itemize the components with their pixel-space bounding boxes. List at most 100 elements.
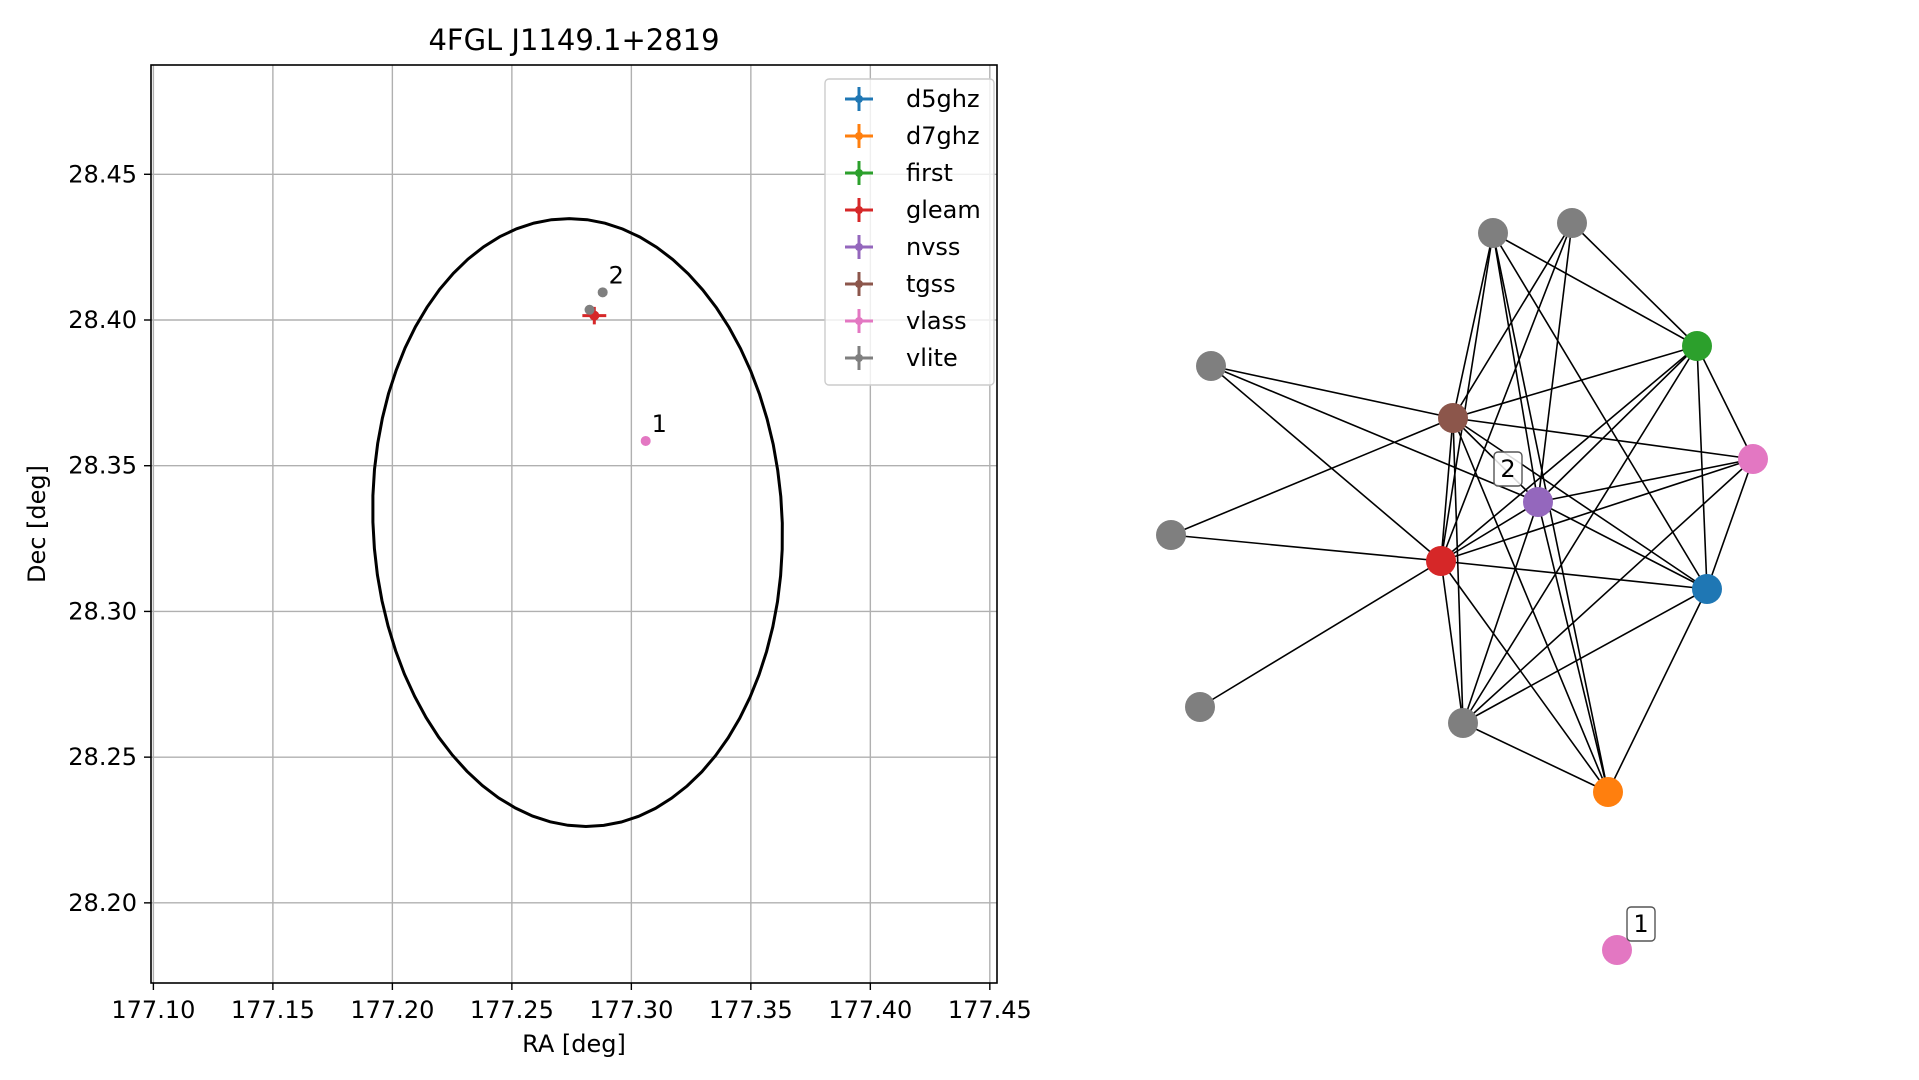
- network-label: 2: [1493, 451, 1523, 487]
- legend-marker-dot: [855, 280, 863, 288]
- y-tick-label: 28.25: [68, 743, 137, 771]
- network-node-vlite_a: [1478, 218, 1508, 248]
- y-tick-label: 28.30: [68, 597, 137, 625]
- network-edge: [1452, 232, 1494, 419]
- network-labels: 21: [1493, 451, 1656, 942]
- network-edge: [1440, 560, 1609, 793]
- point-annotation: 2: [609, 262, 624, 290]
- x-tick-label: 177.25: [470, 996, 554, 1024]
- network-nodes: [1156, 208, 1768, 965]
- network-node-vlite_b: [1557, 208, 1587, 238]
- legend-label: d5ghz: [906, 85, 980, 113]
- network-edge: [1492, 232, 1708, 590]
- network-edge: [1210, 365, 1442, 562]
- network-node-vlass_a: [1738, 444, 1768, 474]
- legend-label: vlass: [906, 307, 967, 335]
- network-node-first: [1682, 331, 1712, 361]
- y-tick-label: 28.20: [68, 889, 137, 917]
- network-node-d5ghz: [1692, 574, 1722, 604]
- network-label-box: [1493, 451, 1523, 487]
- x-axis-label: RA [deg]: [522, 1030, 626, 1058]
- network-edge: [1537, 458, 1754, 503]
- network-edge: [1440, 560, 1464, 724]
- sky-position-plot: 21 177.10 177.15 177.20 177.25 177.30 177.35 1…: [23, 23, 1032, 1058]
- network-edge: [1492, 232, 1698, 347]
- network-label-box: [1626, 906, 1656, 942]
- y-axis-ticks: 28.20 28.25 28.30 28.35 28.40 28.45: [68, 160, 151, 917]
- network-node-nvss: [1523, 487, 1553, 517]
- legend-box: [824, 78, 995, 386]
- legend-marker-dot: [855, 95, 863, 103]
- network-node-vlite_d: [1156, 520, 1186, 550]
- legend-marker-dot: [855, 169, 863, 177]
- legend-item-d7ghz: d7ghz: [845, 122, 980, 150]
- network-node-vlite_e: [1185, 692, 1215, 722]
- network-edge: [1452, 417, 1464, 724]
- legend-marker-dot: [855, 132, 863, 140]
- legend-label: first: [906, 159, 953, 187]
- legend-item-d5ghz: d5ghz: [845, 85, 980, 113]
- network-label: 1: [1626, 906, 1656, 942]
- legend-marker-dot: [855, 243, 863, 251]
- network-node-gleam: [1426, 546, 1456, 576]
- network-label-text: 2: [1500, 455, 1515, 483]
- legend-item-first: first: [845, 159, 953, 187]
- network-edge: [1462, 722, 1609, 793]
- x-tick-label: 177.10: [111, 996, 195, 1024]
- y-axis-label: Dec [deg]: [23, 465, 51, 583]
- network-edge: [1607, 588, 1708, 793]
- point-annotation: 1: [652, 410, 667, 438]
- network-label-text: 1: [1633, 910, 1648, 938]
- legend: d5ghz d7ghz first gleam nvss tgss vlass vlite: [824, 78, 995, 386]
- network-edge: [1462, 501, 1539, 724]
- network-edge: [1440, 501, 1539, 562]
- legend-item-nvss: nvss: [845, 233, 960, 261]
- network-node-vlite_f: [1448, 708, 1478, 738]
- network-edge: [1537, 222, 1573, 503]
- localization-ellipse: [371, 217, 784, 829]
- network-node-tgss: [1438, 403, 1468, 433]
- legend-marker-dot: [855, 317, 863, 325]
- axes-frame: [150, 64, 998, 984]
- x-tick-label: 177.40: [828, 996, 912, 1024]
- network-edge: [1462, 345, 1698, 724]
- network-edge: [1440, 232, 1494, 562]
- x-axis-ticks: 177.10 177.15 177.20 177.25 177.30 177.35 177.…: [111, 983, 1032, 1024]
- localization-ellipse-layer: [371, 217, 784, 829]
- legend-marker-dot: [855, 206, 863, 214]
- network-edge: [1696, 345, 1754, 460]
- legend-label: tgss: [906, 270, 956, 298]
- network-edge: [1440, 222, 1573, 562]
- legend-label: vlite: [906, 344, 958, 372]
- vlite-point: [584, 304, 595, 315]
- crossmatch-network: 21: [1156, 208, 1768, 965]
- legend-label: gleam: [906, 196, 981, 224]
- legend-label: d7ghz: [906, 122, 980, 150]
- y-tick-label: 28.45: [68, 160, 137, 188]
- legend-marker-dot: [855, 354, 863, 362]
- network-edge: [1537, 501, 1708, 590]
- network-edge: [1571, 222, 1698, 347]
- chart-title: 4FGL J1149.1+2819: [428, 23, 719, 57]
- legend-item-tgss: tgss: [845, 270, 956, 298]
- network-edge: [1440, 345, 1698, 562]
- vlass-point: [640, 435, 651, 446]
- network-edge: [1462, 458, 1754, 724]
- network-edge: [1210, 365, 1539, 503]
- network-edge: [1452, 222, 1573, 419]
- network-edge: [1462, 588, 1708, 724]
- network-edge: [1537, 345, 1698, 503]
- network-node-vlass_b: [1602, 935, 1632, 965]
- x-tick-label: 177.30: [589, 996, 673, 1024]
- network-edge: [1706, 458, 1754, 590]
- network-edges: [1170, 222, 1754, 793]
- network-edge: [1440, 560, 1708, 590]
- network-edge: [1440, 417, 1454, 562]
- legend-item-vlass: vlass: [845, 307, 967, 335]
- legend-label: nvss: [906, 233, 960, 261]
- network-edge: [1452, 417, 1708, 590]
- x-tick-label: 177.45: [948, 996, 1032, 1024]
- network-edge: [1170, 417, 1454, 536]
- network-edge: [1696, 345, 1708, 590]
